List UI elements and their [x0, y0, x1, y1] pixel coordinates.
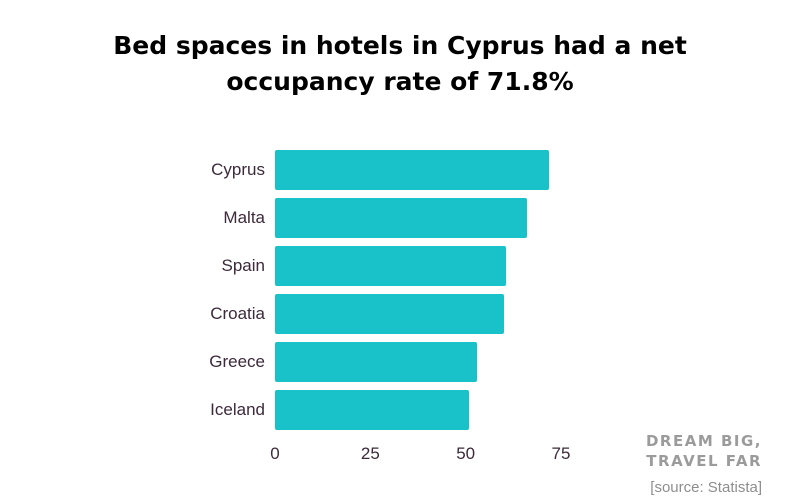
bar-track — [275, 294, 800, 334]
x-tick-label: 25 — [360, 444, 380, 463]
bar-chart: Cyprus Malta Spain Croatia Greece Iceland 0 25… — [0, 150, 800, 470]
bar-row: Iceland — [0, 390, 800, 430]
x-axis: 0 25 50 75 — [270, 440, 800, 470]
source-text: [source: Statista] — [650, 479, 762, 496]
bar-rows: Cyprus Malta Spain Croatia Greece Iceland — [0, 150, 800, 430]
x-tick-label: 75 — [551, 444, 571, 463]
x-tick-label: 50 — [456, 444, 476, 463]
brand-logo-line2: TRAVEL FAR — [646, 451, 762, 470]
brand-logo-line1: DREAM BIG, — [645, 431, 762, 450]
bar-label: Croatia — [210, 304, 265, 323]
bar — [275, 390, 470, 430]
bar-row: Spain — [0, 246, 800, 286]
bar-row: Greece — [0, 342, 800, 382]
bar-row: Malta — [0, 198, 800, 238]
bar-row: Croatia — [0, 294, 800, 334]
bar — [275, 150, 549, 190]
bar-track — [275, 342, 800, 382]
bar — [275, 294, 504, 334]
bar-label: Iceland — [210, 400, 265, 419]
bar — [275, 342, 478, 382]
x-tick-label: 0 — [270, 444, 280, 463]
bar-label: Greece — [209, 352, 265, 371]
chart-page: Bed spaces in hotels in Cyprus had a net… — [0, 28, 800, 500]
bar — [275, 246, 506, 286]
bar-track — [275, 390, 800, 430]
bar-track — [275, 246, 800, 286]
branding-block: DREAM BIG, TRAVEL FAR [source: Statista] — [646, 431, 762, 497]
bar-track — [275, 150, 800, 190]
bar-label: Spain — [221, 256, 265, 275]
bar-label: Malta — [223, 208, 265, 227]
bar — [275, 198, 527, 238]
bar-label: Cyprus — [211, 160, 265, 179]
brand-logo: DREAM BIG, TRAVEL FAR — [646, 431, 762, 472]
page-title: Bed spaces in hotels in Cyprus had a net… — [113, 31, 687, 97]
bar-track — [275, 198, 800, 238]
bar-row: Cyprus — [0, 150, 800, 190]
